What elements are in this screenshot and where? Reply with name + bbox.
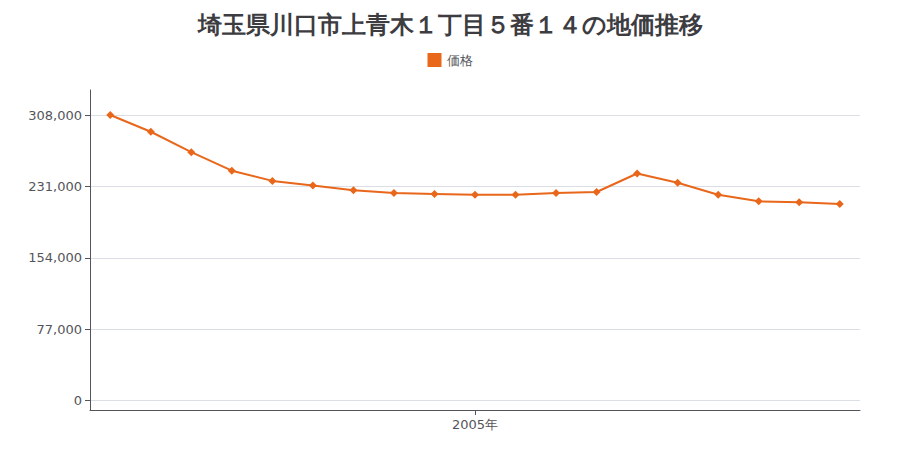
svg-text:0: 0 bbox=[74, 393, 82, 408]
svg-text:154,000: 154,000 bbox=[28, 250, 82, 265]
svg-text:埼玉県川口市上青木１丁目５番１４の地価推移: 埼玉県川口市上青木１丁目５番１４の地価推移 bbox=[197, 11, 703, 39]
svg-text:価格: 価格 bbox=[447, 53, 473, 68]
svg-text:231,000: 231,000 bbox=[28, 179, 82, 194]
svg-text:2005年: 2005年 bbox=[452, 417, 498, 432]
svg-text:77,000: 77,000 bbox=[37, 322, 83, 337]
svg-text:308,000: 308,000 bbox=[28, 108, 82, 123]
